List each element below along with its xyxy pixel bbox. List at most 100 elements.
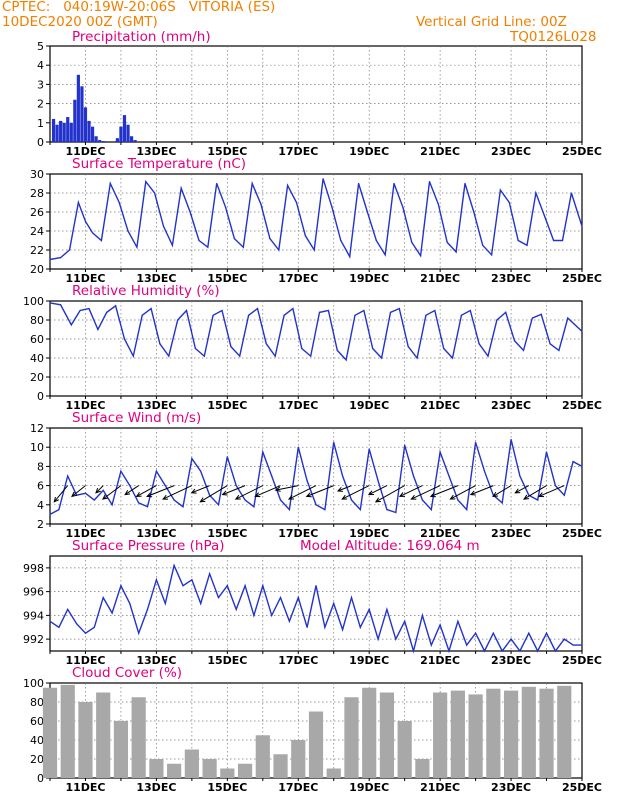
y-tick-label: 80: [30, 314, 44, 327]
data-point: [430, 644, 432, 646]
data-point: [49, 258, 51, 261]
data-point: [244, 499, 246, 501]
data-point: [363, 309, 365, 312]
data-point: [76, 623, 78, 625]
data-point: [242, 246, 244, 248]
data-point: [404, 444, 406, 446]
data-point: [483, 650, 486, 652]
data-point: [102, 596, 104, 599]
x-tick-label: 21DEC: [420, 654, 460, 667]
data-bar: [308, 711, 324, 778]
x-tick-label: 11DEC: [65, 145, 105, 158]
data-point: [333, 602, 335, 605]
data-point: [519, 475, 521, 477]
x-tick-label: 19DEC: [349, 399, 389, 412]
wind-arrow-head: [523, 494, 530, 500]
data-point: [111, 612, 113, 614]
data-point: [84, 220, 87, 223]
data-bar: [557, 685, 572, 778]
data-point: [288, 509, 290, 511]
data-point: [189, 211, 191, 213]
series-line: [49, 563, 582, 654]
data-point: [570, 192, 572, 194]
data-point: [58, 626, 60, 628]
data-point: [115, 305, 117, 307]
data-point: [359, 626, 361, 628]
data-point: [230, 346, 232, 348]
x-tick-label: 25DEC: [562, 527, 602, 540]
data-point: [67, 608, 69, 611]
data-point: [514, 340, 516, 342]
data-bar: [69, 122, 73, 142]
panel-temp: 20 22 24 26 28 30 11DEC 13DEC 15DEC 17DEC 19DEC 21D…: [30, 156, 602, 285]
panel-frame: [49, 555, 583, 652]
x-tick-label: 15DEC: [207, 781, 247, 794]
wind-arrow-head: [71, 491, 77, 498]
data-point: [483, 470, 486, 472]
x-tick-label: 23DEC: [491, 145, 531, 158]
wind-arrow-shaft: [538, 485, 565, 497]
wind-arrow-shaft: [411, 485, 441, 500]
panel-annotation: Model Altitude: 169.064 m: [300, 538, 480, 554]
data-point: [168, 355, 170, 357]
data-point: [93, 626, 95, 628]
data-bar: [521, 686, 536, 778]
wind-arrow-shaft: [523, 485, 547, 500]
data-bar: [539, 688, 554, 778]
data-point: [492, 632, 494, 634]
data-bar: [94, 136, 98, 142]
data-point: [310, 355, 312, 357]
data-point: [331, 206, 333, 208]
data-point: [510, 438, 512, 441]
data-bar: [397, 721, 412, 778]
data-point: [545, 632, 548, 634]
y-tick-label: 60: [30, 333, 44, 346]
y-tick-label: 24: [30, 225, 44, 238]
data-point: [315, 504, 317, 506]
panel-frame: [49, 427, 583, 525]
wind-arrow-head: [162, 494, 169, 500]
data-point: [482, 244, 484, 246]
y-tick-label: 0: [37, 390, 44, 403]
data-bar: [73, 99, 77, 142]
x-tick-label: 21DEC: [420, 399, 460, 412]
data-point: [297, 596, 299, 599]
y-tick-label: 20: [30, 371, 44, 384]
data-point: [58, 509, 60, 511]
data-point: [421, 614, 423, 616]
x-tick-label: 25DEC: [562, 399, 602, 412]
wind-arrow: [274, 485, 299, 492]
data-point: [581, 644, 583, 646]
data-point: [554, 650, 557, 652]
data-point: [288, 620, 290, 622]
wind-arrow-shaft: [375, 485, 405, 503]
data-point: [129, 602, 131, 605]
wind-arrow: [398, 485, 423, 497]
data-point: [439, 451, 441, 453]
panel-title-precip: Precipitation (mm/h): [72, 29, 211, 45]
data-bar: [344, 697, 359, 778]
wind-arrow-shaft: [341, 485, 370, 500]
data-point: [306, 626, 308, 628]
wind-arrow-head: [221, 490, 228, 496]
x-tick-label: 17DEC: [278, 272, 318, 285]
data-point: [295, 201, 298, 204]
data-point: [60, 304, 62, 306]
data-point: [581, 465, 583, 467]
wind-arrow-head: [234, 494, 241, 500]
wind-arrow: [287, 485, 317, 500]
data-bar: [80, 86, 84, 142]
header-date: 10DEC2020 00Z (GMT): [2, 14, 158, 30]
data-point: [475, 441, 477, 443]
y-tick-label: 992: [23, 633, 44, 646]
header-grid-note: Vertical Grid Line: 00Z: [416, 14, 567, 30]
wind-arrow-shaft: [191, 485, 210, 494]
data-point: [505, 311, 507, 313]
y-tick-label: 6: [37, 480, 44, 493]
data-point: [368, 448, 370, 450]
wind-arrow: [234, 485, 264, 500]
data-point: [386, 509, 388, 511]
data-point: [180, 187, 182, 189]
data-point: [487, 355, 489, 357]
data-point: [77, 201, 79, 204]
